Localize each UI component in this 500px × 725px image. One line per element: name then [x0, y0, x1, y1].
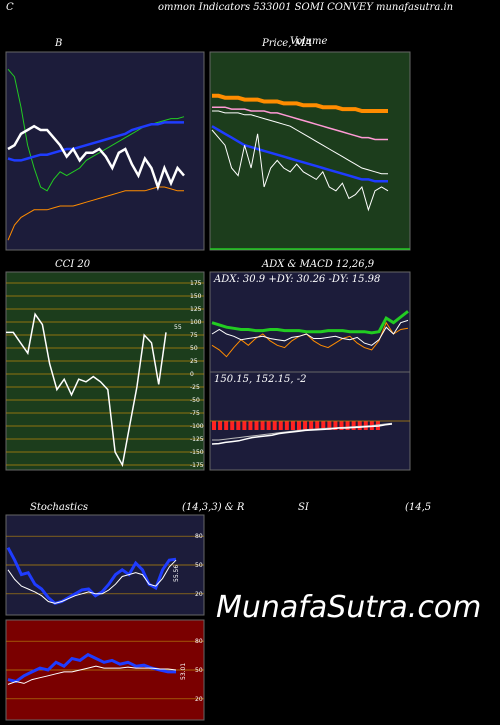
price-ma-series-group	[211, 93, 389, 212]
cci-tick-label: -125	[190, 436, 204, 443]
macd-histogram-bar	[315, 421, 320, 430]
macd-histogram-bar	[272, 421, 277, 430]
rsi-tick-label: 50	[195, 667, 203, 674]
cci-tick-label: 100	[190, 319, 202, 326]
macd-line	[211, 423, 393, 445]
cci-tick-label: -175	[190, 462, 204, 469]
ma-pink-line	[212, 106, 388, 141]
cci-tick-label: -75	[190, 410, 200, 417]
stoch-title-left: Stochastics	[30, 502, 88, 513]
bollinger-middle-band	[7, 121, 184, 162]
volume-overlap-title: Volume	[290, 36, 328, 47]
cci-tick-label: 150	[190, 293, 202, 300]
macd-histogram-bar	[224, 421, 229, 430]
bollinger-price-line	[7, 124, 185, 191]
cci-tick-label: 175	[190, 280, 202, 287]
rsi-title: SI	[298, 502, 309, 513]
adx-minus-di-line	[211, 321, 409, 358]
adx-macd-title: ADX & MACD 12,26,9	[262, 259, 375, 270]
macd-histogram-bar	[339, 421, 344, 430]
cci-title: CCI 20	[55, 259, 91, 270]
rsi-signal-line	[7, 665, 177, 685]
stoch-title-right: (14,3,3) & R	[182, 502, 245, 513]
cci-tick-label: 50	[190, 345, 198, 352]
macd-histogram-bar	[327, 421, 332, 430]
cci-tick-label: 25	[190, 358, 198, 365]
cci-last-label: 55	[174, 324, 182, 331]
price-ma-panel	[209, 51, 411, 251]
macd-histogram-bar	[248, 421, 253, 430]
macd-histogram-bar	[290, 421, 295, 430]
macd-series-group	[210, 420, 410, 445]
cci-tick-label: -25	[190, 384, 200, 391]
watermark: MunafaSutra.com	[216, 590, 482, 625]
macd-histogram-bar	[345, 421, 350, 430]
stoch-tick-label: 50	[195, 562, 203, 569]
stochastics-series-group: 80 50 20 55.56	[6, 533, 204, 606]
macd-histogram-bar	[230, 421, 235, 430]
rsi-series-group: 80 50 20 53.01	[6, 638, 204, 703]
bollinger-lower-band	[7, 186, 184, 241]
stoch-tick-label: 80	[195, 533, 203, 540]
macd-histogram-bar	[260, 421, 265, 430]
macd-histogram-bar	[321, 421, 326, 430]
rsi-line	[7, 652, 176, 684]
ma-blue-line	[211, 125, 388, 183]
header-title: ommon Indicators 533001 SOMI CONVEY muna…	[158, 2, 454, 13]
cci-tick-label: 0	[190, 371, 194, 378]
rsi-title-right: (14,5	[405, 502, 432, 513]
cci-tick-label: -150	[190, 449, 204, 456]
rsi-tick-label: 80	[195, 638, 203, 645]
macd-histogram-bar	[212, 421, 216, 430]
cci-line	[6, 312, 167, 468]
macd-histogram-bar	[351, 421, 356, 430]
stoch-tick-label: 20	[195, 591, 203, 598]
macd-histogram-bar	[297, 421, 301, 430]
macd-histogram-bar	[254, 421, 259, 430]
stoch-last-label: 55.56	[173, 565, 180, 582]
macd-histogram-bar	[242, 421, 247, 430]
rsi-last-label: 53.01	[180, 663, 187, 680]
macd-values-label: 150.15, 152.15, -2	[214, 374, 307, 385]
macd-histogram-bar	[284, 421, 289, 430]
cci-tick-label: 75	[190, 332, 198, 339]
cci-tick-label: -50	[190, 397, 200, 404]
macd-histogram-bar	[278, 421, 283, 430]
bollinger-series-group	[7, 68, 185, 241]
header-left-letter: C	[6, 2, 14, 13]
macd-histogram-bar	[303, 421, 308, 430]
adx-values-label: ADX: 30.9 +DY: 30.26 -DY: 15.98	[214, 274, 381, 285]
ma-orange-line	[212, 93, 388, 113]
cci-tick-label: 125	[190, 306, 202, 313]
cci-panel	[5, 271, 205, 471]
bollinger-panel	[5, 51, 205, 251]
cci-series-group: 55	[6, 312, 182, 468]
macd-histogram-bar	[218, 421, 223, 430]
price-ma-title: Price, MA	[262, 38, 313, 49]
adx-series-group	[211, 310, 409, 358]
adx-plus-di-line	[211, 319, 409, 346]
stoch-d-line	[7, 559, 177, 604]
macd-signal-line	[212, 422, 393, 441]
macd-histogram-bar	[266, 421, 271, 430]
macd-histogram-bar	[333, 421, 338, 430]
cci-tick-label: -100	[190, 423, 204, 430]
ma-white-line	[212, 110, 388, 175]
macd-histogram-bar	[357, 421, 362, 430]
adx-line	[211, 310, 409, 335]
bollinger-title: B	[55, 38, 63, 49]
rsi-tick-label: 20	[195, 696, 203, 703]
macd-histogram-bar	[309, 421, 314, 430]
adx-panel	[209, 271, 411, 373]
macd-histogram-bar	[236, 421, 241, 430]
price-white-line	[211, 129, 389, 212]
